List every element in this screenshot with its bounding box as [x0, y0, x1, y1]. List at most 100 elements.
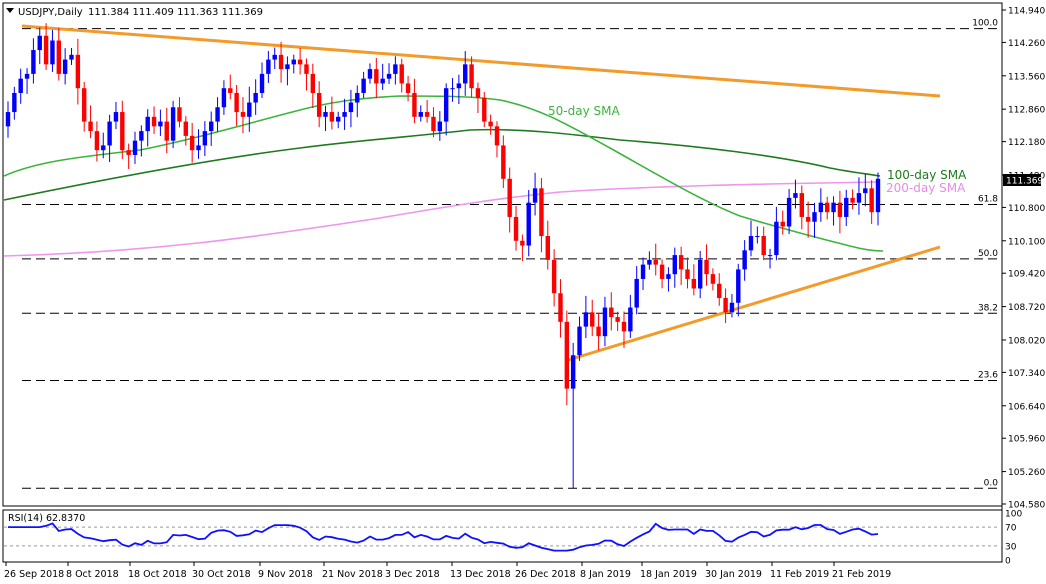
candle-body [196, 145, 201, 151]
candle-body [545, 236, 550, 260]
candle-body [380, 78, 385, 84]
time-tick-label: 8 Jan 2019 [580, 569, 631, 580]
candle-body [844, 197, 849, 217]
candle-body [767, 255, 773, 257]
candle-body [120, 112, 125, 151]
candle-body [691, 278, 697, 289]
candle-body [494, 126, 500, 146]
candle-body [501, 145, 506, 179]
price-tick-label: 114.260 [1008, 39, 1045, 49]
fib-level-label: 50.0 [978, 249, 998, 259]
sma100-label: 100-day SMA [887, 168, 967, 182]
candle-body [209, 121, 214, 132]
candle-body [418, 112, 423, 117]
sma100-line [3, 128, 881, 201]
candle-body [69, 54, 74, 60]
candle-body [272, 54, 277, 60]
candle-body [640, 264, 646, 279]
candle-body [729, 302, 735, 313]
candle-body [405, 83, 411, 93]
time-tick-label: 21 Nov 2018 [322, 569, 383, 580]
candle-body [697, 259, 703, 289]
rsi-tick-label: 100 [1005, 510, 1022, 520]
candle-body [475, 88, 481, 98]
candle-body [177, 107, 182, 122]
candle-body [253, 92, 258, 103]
candle-body [482, 97, 487, 122]
fib-level-label: 38.2 [978, 303, 998, 313]
price-tick-label: 108.720 [1008, 303, 1045, 313]
time-tick-label: 3 Dec 2018 [385, 569, 440, 580]
time-axis: 26 Sep 2018 8 Oct 2018 18 Oct 2018 30 Oct 2… [4, 562, 891, 580]
candle-body [532, 188, 538, 203]
rsi-tick-label: 70 [1005, 524, 1017, 534]
candle-body [596, 326, 601, 337]
candle-body [101, 145, 106, 151]
candle-body [336, 116, 341, 122]
candle-body [412, 92, 417, 117]
candle-body [520, 240, 525, 246]
candle-body [202, 131, 208, 146]
candle-body [717, 283, 722, 299]
candle-body [774, 221, 779, 256]
candle-body [12, 92, 17, 113]
candle-body [558, 293, 563, 322]
price-tick-label: 104.580 [1008, 501, 1045, 511]
candle-body [316, 92, 322, 117]
candle-body [285, 64, 290, 70]
support-trendline [564, 245, 941, 363]
candle-body [259, 73, 265, 93]
candle-body [653, 259, 658, 265]
time-tick-label: 30 Jan 2019 [705, 569, 762, 580]
candle-body [386, 73, 392, 79]
candle-body [450, 88, 455, 90]
candle-body [488, 121, 493, 127]
candle-body [342, 112, 347, 117]
candle-body [590, 312, 595, 327]
rsi-plot-frame [2, 509, 1003, 563]
candle-body [361, 78, 366, 93]
candle-body [94, 131, 100, 151]
candle-body [818, 202, 824, 213]
time-tick-label: 9 Nov 2018 [258, 569, 313, 580]
time-tick-label: 30 Oct 2018 [192, 569, 251, 580]
candle-body [158, 121, 163, 127]
candle-body [139, 131, 144, 141]
candle-body [113, 112, 119, 122]
candle-body [278, 54, 284, 70]
time-tick-label: 11 Feb 2019 [770, 569, 829, 580]
candle-body [82, 88, 87, 122]
fib-level-label: 0.0 [984, 478, 999, 488]
candle-body [431, 116, 436, 132]
price-tick-label: 110.100 [1008, 237, 1045, 247]
time-tick-label: 8 Oct 2018 [66, 569, 119, 580]
main-plot-frame [2, 2, 1003, 507]
time-tick-label: 26 Sep 2018 [4, 569, 64, 580]
rsi-label: RSI(14) 62.8370 [8, 513, 85, 524]
current-price-text: 111.369 [1006, 177, 1043, 187]
price-tick-label: 108.020 [1008, 336, 1045, 346]
candle-body [456, 83, 462, 89]
candle-body [583, 312, 589, 327]
candle-body [710, 274, 716, 284]
candle-body [786, 197, 792, 227]
price-tick-label: 105.260 [1008, 468, 1045, 478]
candle-body [837, 202, 843, 217]
collapse-arrow-icon[interactable] [6, 8, 14, 13]
price-tick-label: 105.960 [1008, 435, 1045, 445]
candle-body [228, 88, 233, 93]
candle-body [863, 188, 868, 194]
candle-body [742, 250, 747, 270]
price-tick-label: 110.800 [1008, 204, 1045, 214]
candle-body [551, 259, 557, 294]
candle-body [75, 54, 81, 89]
candle-body [355, 92, 360, 103]
candle-body [824, 202, 830, 213]
rsi-tick-label: 0 [1005, 557, 1011, 567]
candle-body [62, 59, 68, 74]
candle-body [507, 178, 512, 217]
candle-body [666, 274, 671, 279]
candle-body [56, 40, 62, 74]
